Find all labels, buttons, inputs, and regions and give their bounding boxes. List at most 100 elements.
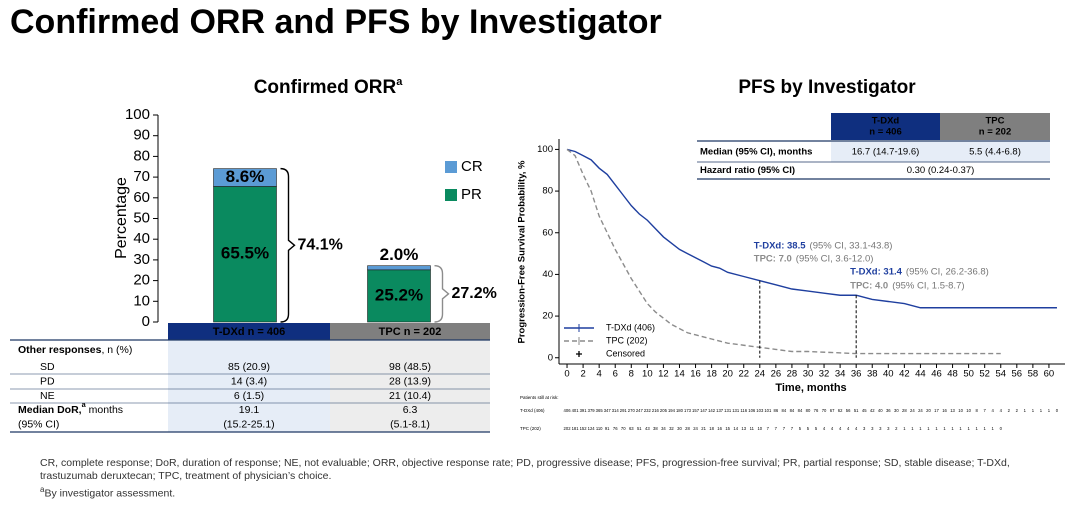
table-header: n = 202 <box>979 127 1011 138</box>
at-risk-count: 70 <box>621 426 626 431</box>
at-risk-count: 116 <box>740 408 747 413</box>
label: PD <box>40 375 55 387</box>
x-tick-label: 4 <box>597 369 602 380</box>
legend-label: PR <box>461 186 482 203</box>
x-tick-label: 44 <box>915 369 926 380</box>
at-risk-count: 1 <box>1032 408 1035 413</box>
value-label: 65.5% <box>221 244 269 263</box>
x-tick-label: TPC n = 202 <box>379 326 442 338</box>
at-risk-count: 20 <box>926 408 931 413</box>
table-header-cell <box>831 113 940 140</box>
at-risk-count: 1 <box>975 426 978 431</box>
at-risk-count: 67 <box>830 408 835 413</box>
legend-swatch <box>445 189 457 201</box>
at-risk-count: 4 <box>831 426 834 431</box>
at-risk-count: 379 <box>588 408 596 413</box>
title-sup: a <box>396 76 403 88</box>
at-risk-count: 181 <box>572 426 580 431</box>
at-risk-count: 5 <box>807 426 810 431</box>
table-cell: 98 (48.5) <box>389 361 431 373</box>
table-cell: (5.1-8.1) <box>390 418 430 430</box>
at-risk-count: 84 <box>798 408 803 413</box>
annotation-value: T-DXd: 31.4 <box>850 266 902 277</box>
y-tick-label: 50 <box>133 209 150 226</box>
at-risk-count: 1 <box>1040 408 1043 413</box>
at-risk-count: 173 <box>684 408 692 413</box>
at-risk-count: 131 <box>732 408 740 413</box>
at-risk-count: 1 <box>967 426 970 431</box>
at-risk-count: 16 <box>942 408 947 413</box>
at-risk-count: 216 <box>652 408 660 413</box>
x-tick-label: 34 <box>835 369 846 380</box>
at-risk-count: 21 <box>701 426 706 431</box>
at-risk-count: 16 <box>717 426 722 431</box>
at-risk-count: 32 <box>669 426 674 431</box>
table-cell: 85 (20.9) <box>228 361 270 373</box>
annotation-ci: (95% CI, 1.5-8.7) <box>892 280 964 291</box>
at-risk-count: 3 <box>871 426 874 431</box>
table-cell: 14 (3.4) <box>231 375 267 387</box>
km-curve <box>566 148 1001 355</box>
at-risk-count: 205 <box>660 408 668 413</box>
x-tick-label: 14 <box>674 369 685 380</box>
legend-label: Censored <box>606 348 645 358</box>
at-risk-count: 11 <box>750 426 755 431</box>
at-risk-count: 34 <box>661 426 666 431</box>
at-risk-count: 124 <box>588 426 596 431</box>
at-risk-count: 110 <box>596 426 603 431</box>
title-text: Confirmed ORR <box>254 77 397 98</box>
annotation-value: TPC: 4.0 <box>850 280 888 291</box>
annotation-ci: (95% CI, 3.6-12.0) <box>796 253 874 264</box>
label: Median DoR,a months <box>18 400 123 415</box>
table-cell: 16.7 (14.7-19.6) <box>852 147 920 158</box>
y-tick-label: 20 <box>542 311 553 322</box>
text-segment: a <box>82 400 87 409</box>
at-risk-count: 42 <box>870 408 875 413</box>
at-risk-count: 4 <box>1000 408 1003 413</box>
table-column-bg <box>168 340 330 432</box>
at-risk-count: 56 <box>846 408 851 413</box>
at-risk-count: 8 <box>975 408 978 413</box>
x-tick-label: 32 <box>819 369 830 380</box>
x-axis-label: Time, months <box>775 382 846 394</box>
y-tick-label: 0 <box>548 352 553 363</box>
at-risk-count: 13 <box>950 408 955 413</box>
text-segment: , n (%) <box>101 344 132 356</box>
at-risk-count: 1 <box>959 426 962 431</box>
at-risk-count: 14 <box>733 426 738 431</box>
landmark-annotation: T-DXd: 31.4 (95% CI, 26.2-36.8) <box>850 266 989 277</box>
y-tick-label: 100 <box>125 106 150 123</box>
at-risk-count: 10 <box>958 408 963 413</box>
text-segment: NE <box>40 390 55 402</box>
table-cell: 6.3 <box>403 404 418 416</box>
at-risk-count: 24 <box>693 426 698 431</box>
total-bracket <box>280 167 296 323</box>
at-risk-count: 106 <box>748 408 756 413</box>
y-axis-label: Progression-Free Survival Probability, % <box>517 160 528 344</box>
table-cell: 6 (1.5) <box>234 390 264 402</box>
at-risk-count: 4 <box>823 426 826 431</box>
at-risk-count: 1 <box>1024 408 1027 413</box>
at-risk-count: 10 <box>757 426 762 431</box>
at-risk-count: 101 <box>764 408 772 413</box>
at-risk-count: 365 <box>596 408 604 413</box>
chart-title: PFS by Investigator <box>738 77 916 98</box>
at-risk-count: 30 <box>894 408 899 413</box>
legend-label: TPC (202) <box>606 335 648 345</box>
at-risk-count: 202 <box>564 426 572 431</box>
table-cell: 0.30 (0.24-0.37) <box>907 165 975 176</box>
at-risk-count: 17 <box>934 408 939 413</box>
landmark-annotation: T-DXd: 38.5 (95% CI, 33.1-43.8) <box>754 240 893 251</box>
at-risk-count: 28 <box>902 408 907 413</box>
at-risk-count: 270 <box>628 408 636 413</box>
at-risk-count: 291 <box>620 408 628 413</box>
x-tick-label: 12 <box>658 369 669 380</box>
at-risk-count: 7 <box>791 426 794 431</box>
at-risk-count: 91 <box>605 426 610 431</box>
at-risk-count: 7 <box>767 426 770 431</box>
at-risk-count: 3 <box>879 426 882 431</box>
at-risk-count: 1 <box>1048 408 1051 413</box>
at-risk-count: 24 <box>918 408 923 413</box>
y-tick-label: 60 <box>542 227 553 238</box>
